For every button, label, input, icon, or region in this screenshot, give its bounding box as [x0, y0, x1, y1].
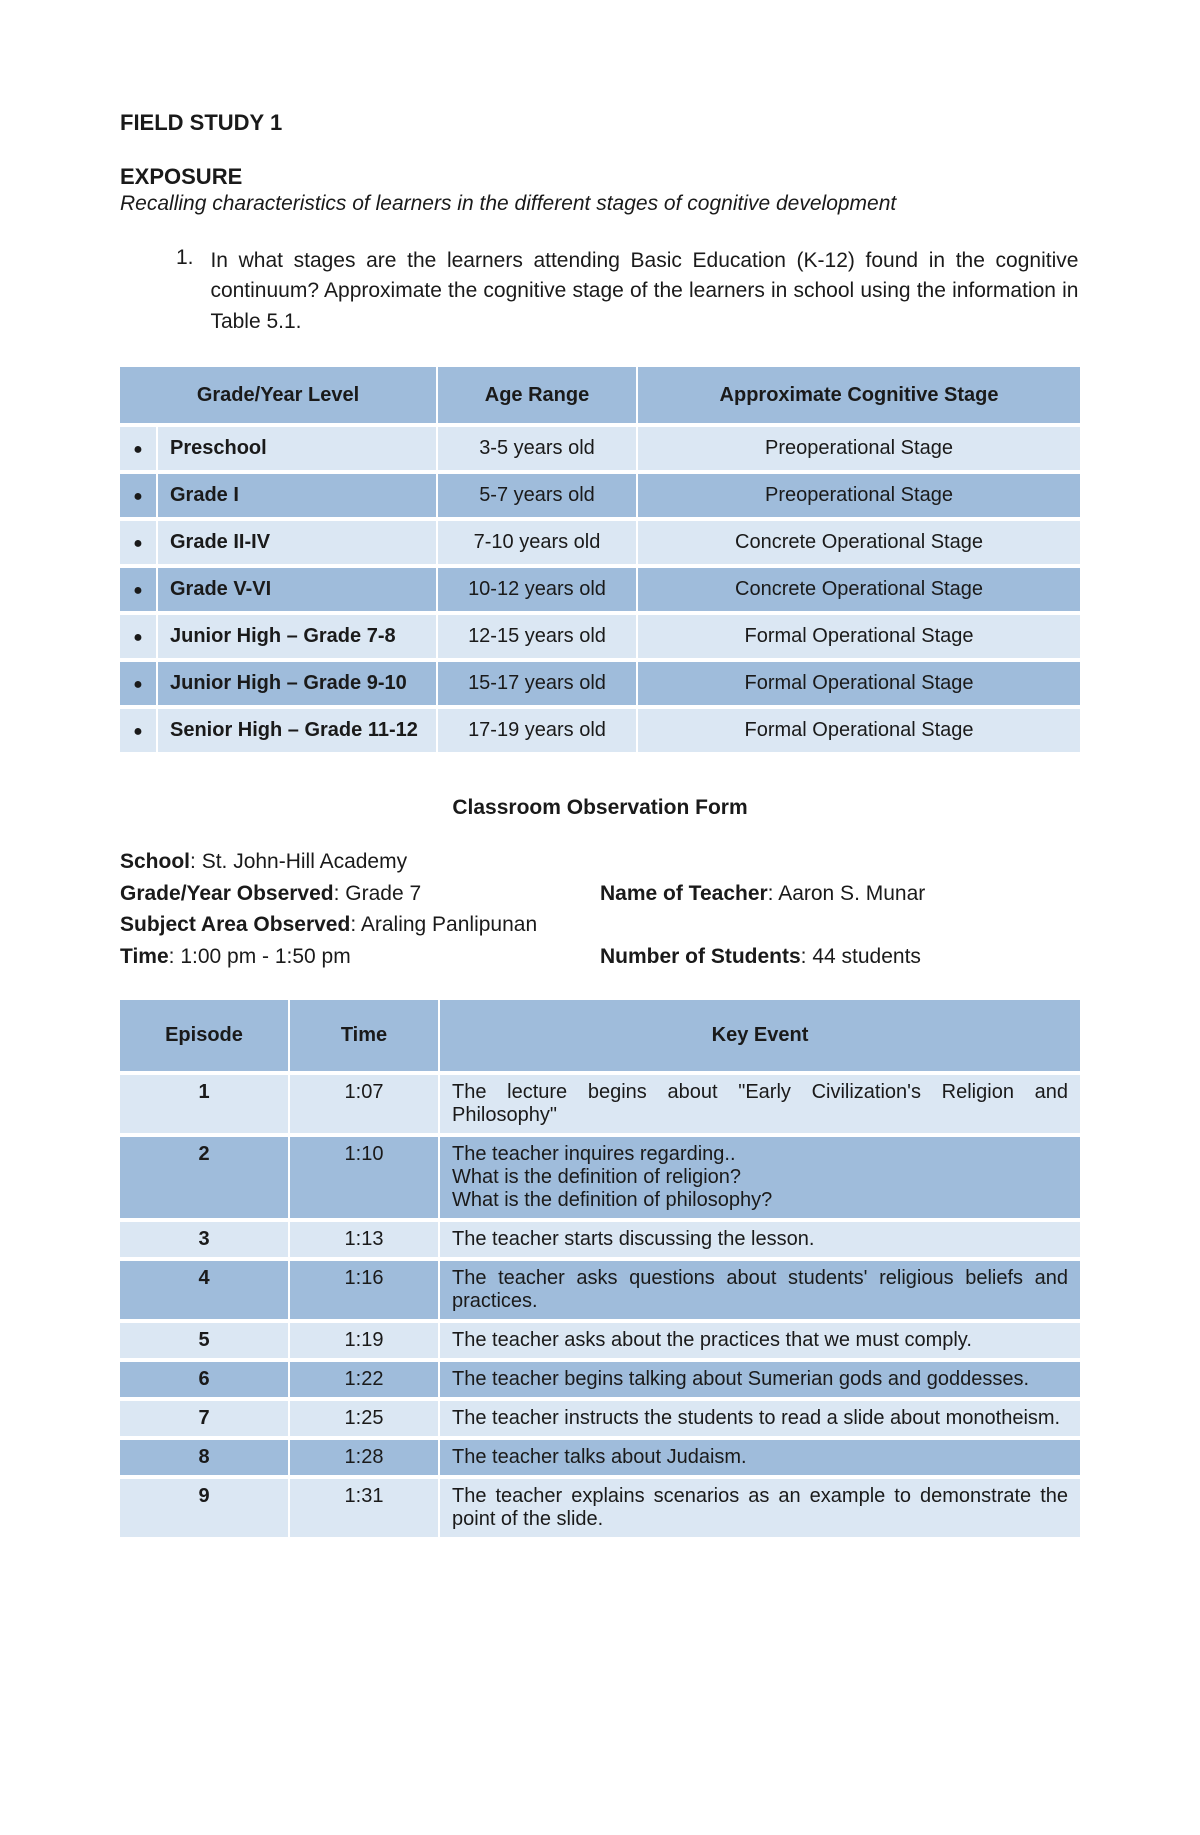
grade-cell: Senior High – Grade 11-12: [158, 709, 438, 752]
episode-cell: 6: [120, 1362, 290, 1397]
age-cell: 12-15 years old: [438, 615, 638, 658]
time-cell: 1:16: [290, 1261, 440, 1319]
value-subject: Araling Panlipunan: [361, 913, 537, 936]
table-row: ●Grade I5-7 years oldPreoperational Stag…: [120, 474, 1080, 517]
event-cell: The teacher starts discussing the lesson…: [440, 1222, 1080, 1257]
time-cell: 1:25: [290, 1401, 440, 1436]
episode-cell: 1: [120, 1075, 290, 1133]
grade-cell: Preschool: [158, 427, 438, 470]
bullet-icon: ●: [120, 709, 158, 752]
time-cell: 1:10: [290, 1137, 440, 1218]
stage-cell: Preoperational Stage: [638, 427, 1080, 470]
value-teacher: Aaron S. Munar: [778, 882, 925, 905]
age-cell: 3-5 years old: [438, 427, 638, 470]
episode-cell: 4: [120, 1261, 290, 1319]
episode-cell: 7: [120, 1401, 290, 1436]
t1-header-stage: Approximate Cognitive Stage: [638, 367, 1080, 423]
time-cell: 1:31: [290, 1479, 440, 1537]
time-cell: 1:28: [290, 1440, 440, 1475]
label-time: Time: [120, 945, 169, 968]
age-cell: 10-12 years old: [438, 568, 638, 611]
bullet-icon: ●: [120, 474, 158, 517]
episode-cell: 2: [120, 1137, 290, 1218]
grade-cell: Grade II-IV: [158, 521, 438, 564]
value-grade: Grade 7: [345, 882, 421, 905]
age-cell: 7-10 years old: [438, 521, 638, 564]
age-cell: 5-7 years old: [438, 474, 638, 517]
observation-info: School: St. John-Hill Academy Grade/Year…: [120, 846, 1080, 972]
grade-cell: Junior High – Grade 7-8: [158, 615, 438, 658]
time-cell: 1:07: [290, 1075, 440, 1133]
event-cell: The teacher inquires regarding..What is …: [440, 1137, 1080, 1218]
table-row: 41:16The teacher asks questions about st…: [120, 1261, 1080, 1319]
grade-cell: Grade V-VI: [158, 568, 438, 611]
sub-title: EXPOSURE: [120, 164, 1080, 190]
label-subject: Subject Area Observed: [120, 913, 350, 936]
bullet-icon: ●: [120, 521, 158, 564]
label-grade: Grade/Year Observed: [120, 882, 334, 905]
question-text: In what stages are the learners attendin…: [210, 246, 1078, 337]
table-row: ●Grade II-IV7-10 years oldConcrete Opera…: [120, 521, 1080, 564]
event-cell: The teacher asks questions about student…: [440, 1261, 1080, 1319]
age-cell: 17-19 years old: [438, 709, 638, 752]
table-row: 71:25The teacher instructs the students …: [120, 1401, 1080, 1436]
value-school: St. John-Hill Academy: [202, 850, 407, 873]
stage-cell: Preoperational Stage: [638, 474, 1080, 517]
table-row: 51:19The teacher asks about the practice…: [120, 1323, 1080, 1358]
table-row: ●Preschool3-5 years oldPreoperational St…: [120, 427, 1080, 470]
form-title: Classroom Observation Form: [120, 796, 1080, 820]
stage-cell: Formal Operational Stage: [638, 615, 1080, 658]
t2-header-event: Key Event: [440, 1000, 1080, 1071]
table-row: ●Senior High – Grade 11-1217-19 years ol…: [120, 709, 1080, 752]
table-row: ●Junior High – Grade 7-812-15 years oldF…: [120, 615, 1080, 658]
table-row: 61:22The teacher begins talking about Su…: [120, 1362, 1080, 1397]
observation-table: Episode Time Key Event 11:07The lecture …: [120, 996, 1080, 1541]
time-cell: 1:13: [290, 1222, 440, 1257]
t2-header-time: Time: [290, 1000, 440, 1071]
episode-cell: 5: [120, 1323, 290, 1358]
table-row: 31:13The teacher starts discussing the l…: [120, 1222, 1080, 1257]
event-cell: The teacher begins talking about Sumeria…: [440, 1362, 1080, 1397]
stage-cell: Concrete Operational Stage: [638, 521, 1080, 564]
table-row: 91:31The teacher explains scenarios as a…: [120, 1479, 1080, 1537]
event-cell: The teacher explains scenarios as an exa…: [440, 1479, 1080, 1537]
event-cell: The teacher asks about the practices tha…: [440, 1323, 1080, 1358]
label-teacher: Name of Teacher: [600, 882, 768, 905]
bullet-icon: ●: [120, 568, 158, 611]
t1-header-grade: Grade/Year Level: [120, 367, 438, 423]
question-block: 1. In what stages are the learners atten…: [120, 246, 1080, 337]
stage-cell: Concrete Operational Stage: [638, 568, 1080, 611]
episode-cell: 8: [120, 1440, 290, 1475]
subtitle-italic: Recalling characteristics of learners in…: [120, 192, 1080, 216]
event-cell: The teacher instructs the students to re…: [440, 1401, 1080, 1436]
table-row: ●Junior High – Grade 9-1015-17 years old…: [120, 662, 1080, 705]
bullet-icon: ●: [120, 615, 158, 658]
episode-cell: 3: [120, 1222, 290, 1257]
t1-header-age: Age Range: [438, 367, 638, 423]
time-cell: 1:22: [290, 1362, 440, 1397]
table-row: 11:07The lecture begins about "Early Civ…: [120, 1075, 1080, 1133]
main-title: FIELD STUDY 1: [120, 110, 1080, 136]
episode-cell: 9: [120, 1479, 290, 1537]
age-cell: 15-17 years old: [438, 662, 638, 705]
table-row: ●Grade V-VI10-12 years oldConcrete Opera…: [120, 568, 1080, 611]
event-cell: The teacher talks about Judaism.: [440, 1440, 1080, 1475]
question-number: 1.: [176, 246, 206, 270]
cognitive-stage-table: Grade/Year Level Age Range Approximate C…: [120, 363, 1080, 756]
event-cell: The lecture begins about "Early Civiliza…: [440, 1075, 1080, 1133]
grade-cell: Grade I: [158, 474, 438, 517]
value-students: 44 students: [812, 945, 921, 968]
table-row: 81:28The teacher talks about Judaism.: [120, 1440, 1080, 1475]
grade-cell: Junior High – Grade 9-10: [158, 662, 438, 705]
bullet-icon: ●: [120, 662, 158, 705]
stage-cell: Formal Operational Stage: [638, 662, 1080, 705]
label-students: Number of Students: [600, 945, 801, 968]
table-row: 21:10The teacher inquires regarding..Wha…: [120, 1137, 1080, 1218]
stage-cell: Formal Operational Stage: [638, 709, 1080, 752]
time-cell: 1:19: [290, 1323, 440, 1358]
t2-header-episode: Episode: [120, 1000, 290, 1071]
bullet-icon: ●: [120, 427, 158, 470]
value-time: 1:00 pm - 1:50 pm: [180, 945, 350, 968]
label-school: School: [120, 850, 190, 873]
